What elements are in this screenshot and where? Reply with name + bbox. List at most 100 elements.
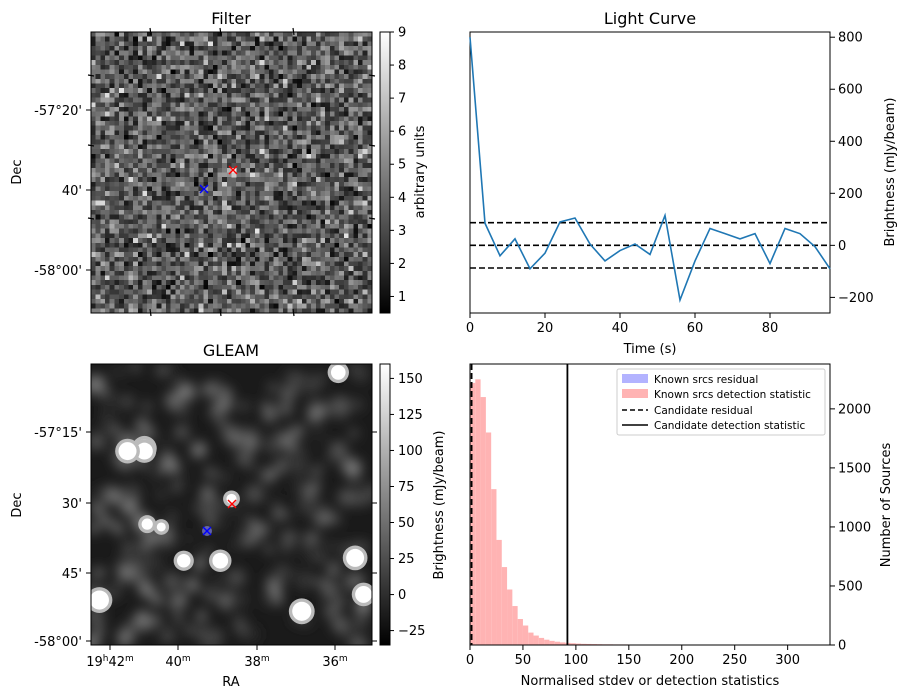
detection-bar [470, 382, 476, 645]
lightcurve-xtick-label: 40 [612, 321, 629, 336]
filter-ytick-label: -57°20' [34, 104, 82, 119]
histogram-xlabel: Normalised stdev or detection statistics [521, 674, 780, 689]
detection-bar [560, 642, 566, 645]
filter-frame-tick [219, 27, 222, 36]
filter-cb-tick-label: 8 [398, 59, 406, 74]
gleam-cb-tick-label: 0 [398, 588, 406, 603]
filter-cb-tick-label: 5 [398, 158, 406, 173]
gleam-cb-tick-label: 50 [398, 516, 415, 531]
gleam-cb-tick-label: 125 [398, 408, 423, 423]
histogram-ytick-label: 1000 [838, 520, 871, 535]
detection-bar [501, 567, 508, 645]
detection-bar [491, 489, 497, 645]
filter-frame-tick [87, 74, 95, 77]
gleam-ytick-label: 45' [62, 567, 82, 582]
histogram-xtick-label: 300 [775, 653, 800, 668]
filter-panel: Filter Dec -57°20' 40' -58°00' 1 2 3 4 5 6 7 8 9 a… [10, 9, 428, 317]
detection-bar [586, 643, 592, 645]
histogram-xtick-label: 0 [466, 653, 474, 668]
lightcurve-xtick-label: 80 [762, 321, 779, 336]
filter-frame-tick [87, 217, 95, 220]
filter-frame-tick [149, 308, 152, 317]
lightcurve-ytick-label: 800 [838, 31, 863, 46]
histogram-ytick-label: 500 [838, 579, 863, 594]
gleam-ytick-label: 30' [62, 497, 82, 512]
gleam-marker-red [227, 499, 237, 509]
gleam-xtick-label: 36m [322, 654, 347, 670]
filter-image [91, 32, 372, 313]
filter-cb-tick-label: 2 [398, 257, 406, 272]
lightcurve-ytick-label: 400 [838, 135, 863, 150]
histogram-xtick-label: 100 [563, 653, 588, 668]
detection-bar [485, 432, 492, 645]
lightcurve-ylabel: Brightness (mJy/beam) [883, 98, 898, 247]
gleam-cb-tick-label: 75 [398, 480, 415, 495]
detection-bar [538, 637, 545, 645]
lightcurve-xtick-label: 0 [466, 321, 474, 336]
filter-frame-tick [292, 27, 295, 36]
filter-frame [90, 31, 373, 314]
filter-colorbar-label: arbitrary units [413, 125, 428, 218]
gleam-cb-tick-label: −25 [398, 624, 425, 639]
lightcurve-panel: Light Curve 0 20 40 60 80 −2000200400600800 … [466, 9, 898, 357]
detection-bar [575, 643, 582, 645]
gleam-xtick-label: 40m [165, 654, 190, 670]
gleam-image [91, 364, 372, 645]
legend-label-residual: Known srcs residual [654, 374, 758, 386]
lightcurve-series-line [469, 37, 831, 303]
filter-frame-tick [368, 144, 376, 147]
lightcurve-frame [469, 31, 831, 314]
legend-swatch-detection [622, 389, 648, 398]
detection-bar [475, 379, 481, 645]
detection-bar [512, 606, 518, 645]
gleam-marker-blue [202, 526, 212, 536]
detection-bar [533, 635, 539, 645]
gleam-cb-tick-label: 25 [398, 552, 415, 567]
filter-title: Filter [211, 9, 251, 28]
filter-frame-tick [149, 27, 152, 36]
filter-frame-tick [219, 308, 222, 317]
filter-marker-red [228, 165, 238, 175]
histogram-legend: Known srcs residual Known srcs detection… [616, 368, 826, 436]
detection-bar [528, 632, 534, 645]
filter-cb-tick-label: 6 [398, 125, 406, 140]
filter-cb-tick-label: 7 [398, 92, 406, 107]
lightcurve-xtick-label: 60 [687, 321, 704, 336]
filter-marker-blue [199, 184, 209, 194]
histogram-xtick-label: 250 [722, 653, 747, 668]
gleam-ytick-label: -57°15' [34, 426, 82, 441]
gleam-colorbar-label: Brightness (mJy/beam) [432, 431, 447, 580]
detection-bar [522, 625, 529, 645]
filter-cb-tick-label: 3 [398, 224, 406, 239]
lightcurve-title: Light Curve [604, 9, 696, 28]
detection-bar [549, 640, 555, 645]
gleam-ytick-label: -58°00' [34, 635, 82, 650]
lightcurve-xlabel: Time (s) [623, 342, 677, 357]
filter-cb-tick-label: 1 [398, 290, 406, 305]
detection-bar [544, 639, 550, 645]
filter-cb-tick-label: 9 [398, 26, 406, 41]
detection-bar [581, 643, 587, 645]
filter-ytick-label: 40' [62, 184, 82, 199]
detection-bar [496, 539, 502, 645]
lightcurve-ytick-label: 600 [838, 83, 863, 98]
histogram-xtick-label: 200 [669, 653, 694, 668]
filter-frame-tick [368, 74, 376, 77]
histogram-ytick-label: 0 [838, 639, 846, 654]
detection-bar [570, 643, 576, 645]
gleam-cb-tick-label: 150 [398, 372, 423, 387]
filter-ylabel: Dec [10, 159, 25, 184]
detection-bar [554, 641, 560, 645]
histogram-frame [469, 363, 831, 646]
detection-bar [480, 397, 486, 645]
filter-frame-tick [368, 217, 376, 220]
detection-bar [507, 589, 513, 645]
lightcurve-xtick-label: 20 [537, 321, 554, 336]
gleam-cb-tick-label: 100 [398, 444, 423, 459]
filter-colorbar [379, 31, 391, 314]
gleam-xlabel: RA [222, 675, 240, 690]
filter-ytick-label: -58°00' [34, 264, 82, 279]
histogram-xtick-label: 150 [616, 653, 641, 668]
gleam-title: GLEAM [203, 341, 259, 360]
